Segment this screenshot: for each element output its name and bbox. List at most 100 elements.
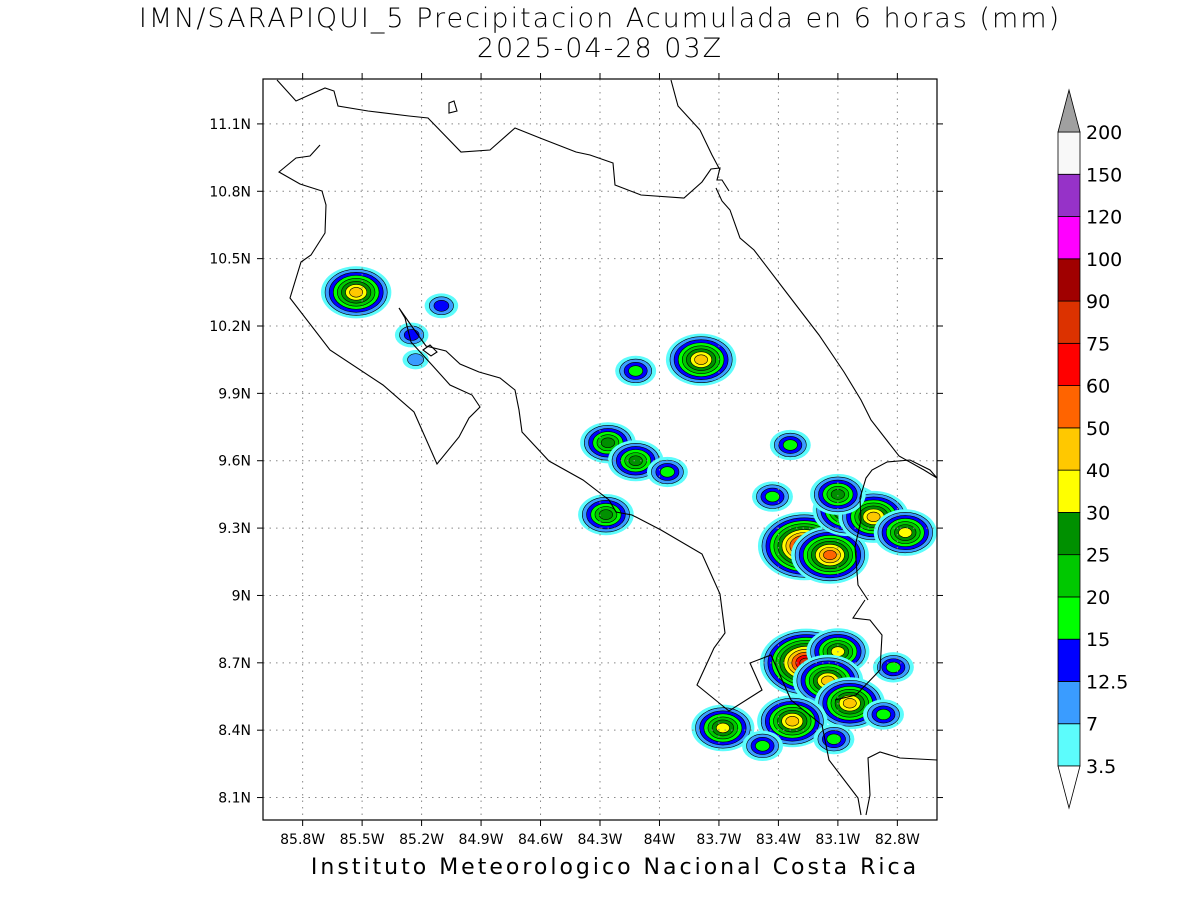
colorbar-segment (1057, 469, 1081, 513)
precip-contour (830, 489, 845, 500)
colorbar-label: 3.5 (1086, 756, 1116, 778)
colorbar-segment (1057, 258, 1081, 302)
precip-contour (598, 509, 613, 520)
nicoya-island (422, 344, 438, 357)
colorbar-label: 100 (1086, 249, 1122, 271)
colorbar-segment (1057, 554, 1081, 598)
colorbar-label: 20 (1086, 587, 1110, 609)
colorbar-label: 15 (1086, 629, 1110, 651)
map-title: IMN/SARAPIQUI_5 Precipitacion Acumulada … (138, 3, 1062, 34)
precip-contour (782, 439, 798, 451)
lon-tick-label: 84W (644, 832, 676, 848)
colorbar-label: 25 (1086, 545, 1110, 567)
precip-contour (349, 287, 364, 298)
costa-rica-pacific-coast (278, 144, 862, 816)
precip-contour (755, 740, 770, 752)
precip-cell (742, 730, 784, 762)
precip-contour (628, 455, 643, 467)
lat-tick-label: 8.1N (218, 791, 251, 807)
colorbar-segment (1057, 385, 1081, 429)
colorbar-label: 200 (1086, 122, 1122, 144)
precip-cell (863, 699, 904, 730)
colorbar-segment (1057, 596, 1081, 640)
colorbar-segment (1057, 131, 1081, 175)
colorbar-segment (1057, 173, 1081, 217)
precip-cell (873, 509, 937, 556)
colorbar-label: 120 (1086, 207, 1122, 229)
precip-cell (578, 494, 634, 536)
colorbar-label: 40 (1086, 460, 1110, 482)
precip-cell (424, 293, 459, 319)
lon-tick-label: 84.9W (459, 832, 504, 848)
precip-contour (628, 365, 644, 377)
precip-contour (659, 466, 675, 478)
lat-tick-label: 9.6N (218, 454, 251, 470)
precip-cell (615, 355, 657, 387)
nicaragua-coast (276, 79, 730, 199)
precip-contour (715, 722, 730, 734)
precip-contour (823, 549, 837, 561)
precip-cell (872, 652, 914, 683)
colorbar-label: 75 (1086, 333, 1110, 355)
lat-tick-label: 9.3N (218, 521, 251, 537)
panama-border-north (854, 459, 938, 601)
precip-cell (320, 266, 392, 319)
precip-cell (751, 481, 793, 512)
lon-tick-label: 83.1W (815, 832, 860, 848)
lon-tick-label: 85.2W (399, 832, 444, 848)
precip-cell (646, 456, 688, 488)
lon-tick-label: 85.5W (340, 832, 385, 848)
costa-rica-caribbean-coast (715, 187, 938, 479)
precip-cell (813, 724, 855, 755)
lon-tick-label: 82.8W (875, 832, 920, 848)
precip-cell (810, 473, 866, 515)
map-axes: 85.8W 85.5W 85.2W 84.9W 84.6W 84.3W 84W 83.7W 83… (209, 73, 943, 848)
colorbar-segment (1057, 638, 1081, 682)
lat-tick-label: 11.1N (209, 117, 251, 133)
colorbar-label: 12.5 (1086, 671, 1128, 693)
colorbar-segment (1057, 427, 1081, 471)
precip-cell (394, 322, 429, 348)
osa-golfito-coast (834, 599, 883, 701)
grid-lines (263, 79, 937, 820)
nicaragua-outer-coast (670, 79, 721, 171)
precip-cell (665, 333, 737, 386)
map-valid-time: 2025-04-28 03Z (476, 33, 724, 64)
colorbar-label: 90 (1086, 291, 1110, 313)
precip-contour (885, 661, 901, 673)
lat-tick-label: 9N (232, 588, 251, 604)
precip-contour (826, 733, 842, 745)
lon-tick-label: 84.6W (518, 832, 563, 848)
precip-contour (765, 491, 780, 503)
precip-contour (433, 299, 450, 312)
colorbar-segment (1057, 512, 1081, 556)
lon-tick-label: 83.4W (756, 832, 801, 848)
precip-cell (791, 526, 869, 584)
colorbar-segment (1057, 216, 1081, 260)
precip-contour (876, 708, 891, 721)
colorbar-segment (1057, 723, 1081, 767)
colorbar-label: 50 (1086, 418, 1110, 440)
coastline (276, 79, 938, 816)
precip-cell (402, 349, 429, 370)
lake-island (448, 100, 458, 114)
precip-contour (407, 353, 425, 366)
colorbar-label: 60 (1086, 376, 1110, 398)
precip-contour (898, 527, 913, 538)
lat-tick-label: 9.9N (218, 386, 251, 402)
lat-tick-label: 10.5N (209, 252, 251, 268)
lon-tick-label: 85.8W (280, 832, 325, 848)
precip-cell (757, 695, 828, 748)
precip-contour (694, 354, 708, 365)
colorbar-under-triangle (1057, 765, 1081, 810)
lat-tick-label: 10.2N (209, 319, 251, 335)
colorbar-label: 7 (1086, 714, 1098, 736)
colorbar-label: 30 (1086, 502, 1110, 524)
colorbar-label: 150 (1086, 164, 1122, 186)
color-bar: 3.5 7 12.5 15 20 25 30 40 50 60 75 90 100 120 150 200 (1057, 88, 1128, 810)
precip-cell (691, 704, 755, 752)
lat-tick-label: 10.8N (209, 184, 251, 200)
colorbar-segment (1057, 300, 1081, 344)
lon-tick-label: 83.7W (696, 832, 741, 848)
